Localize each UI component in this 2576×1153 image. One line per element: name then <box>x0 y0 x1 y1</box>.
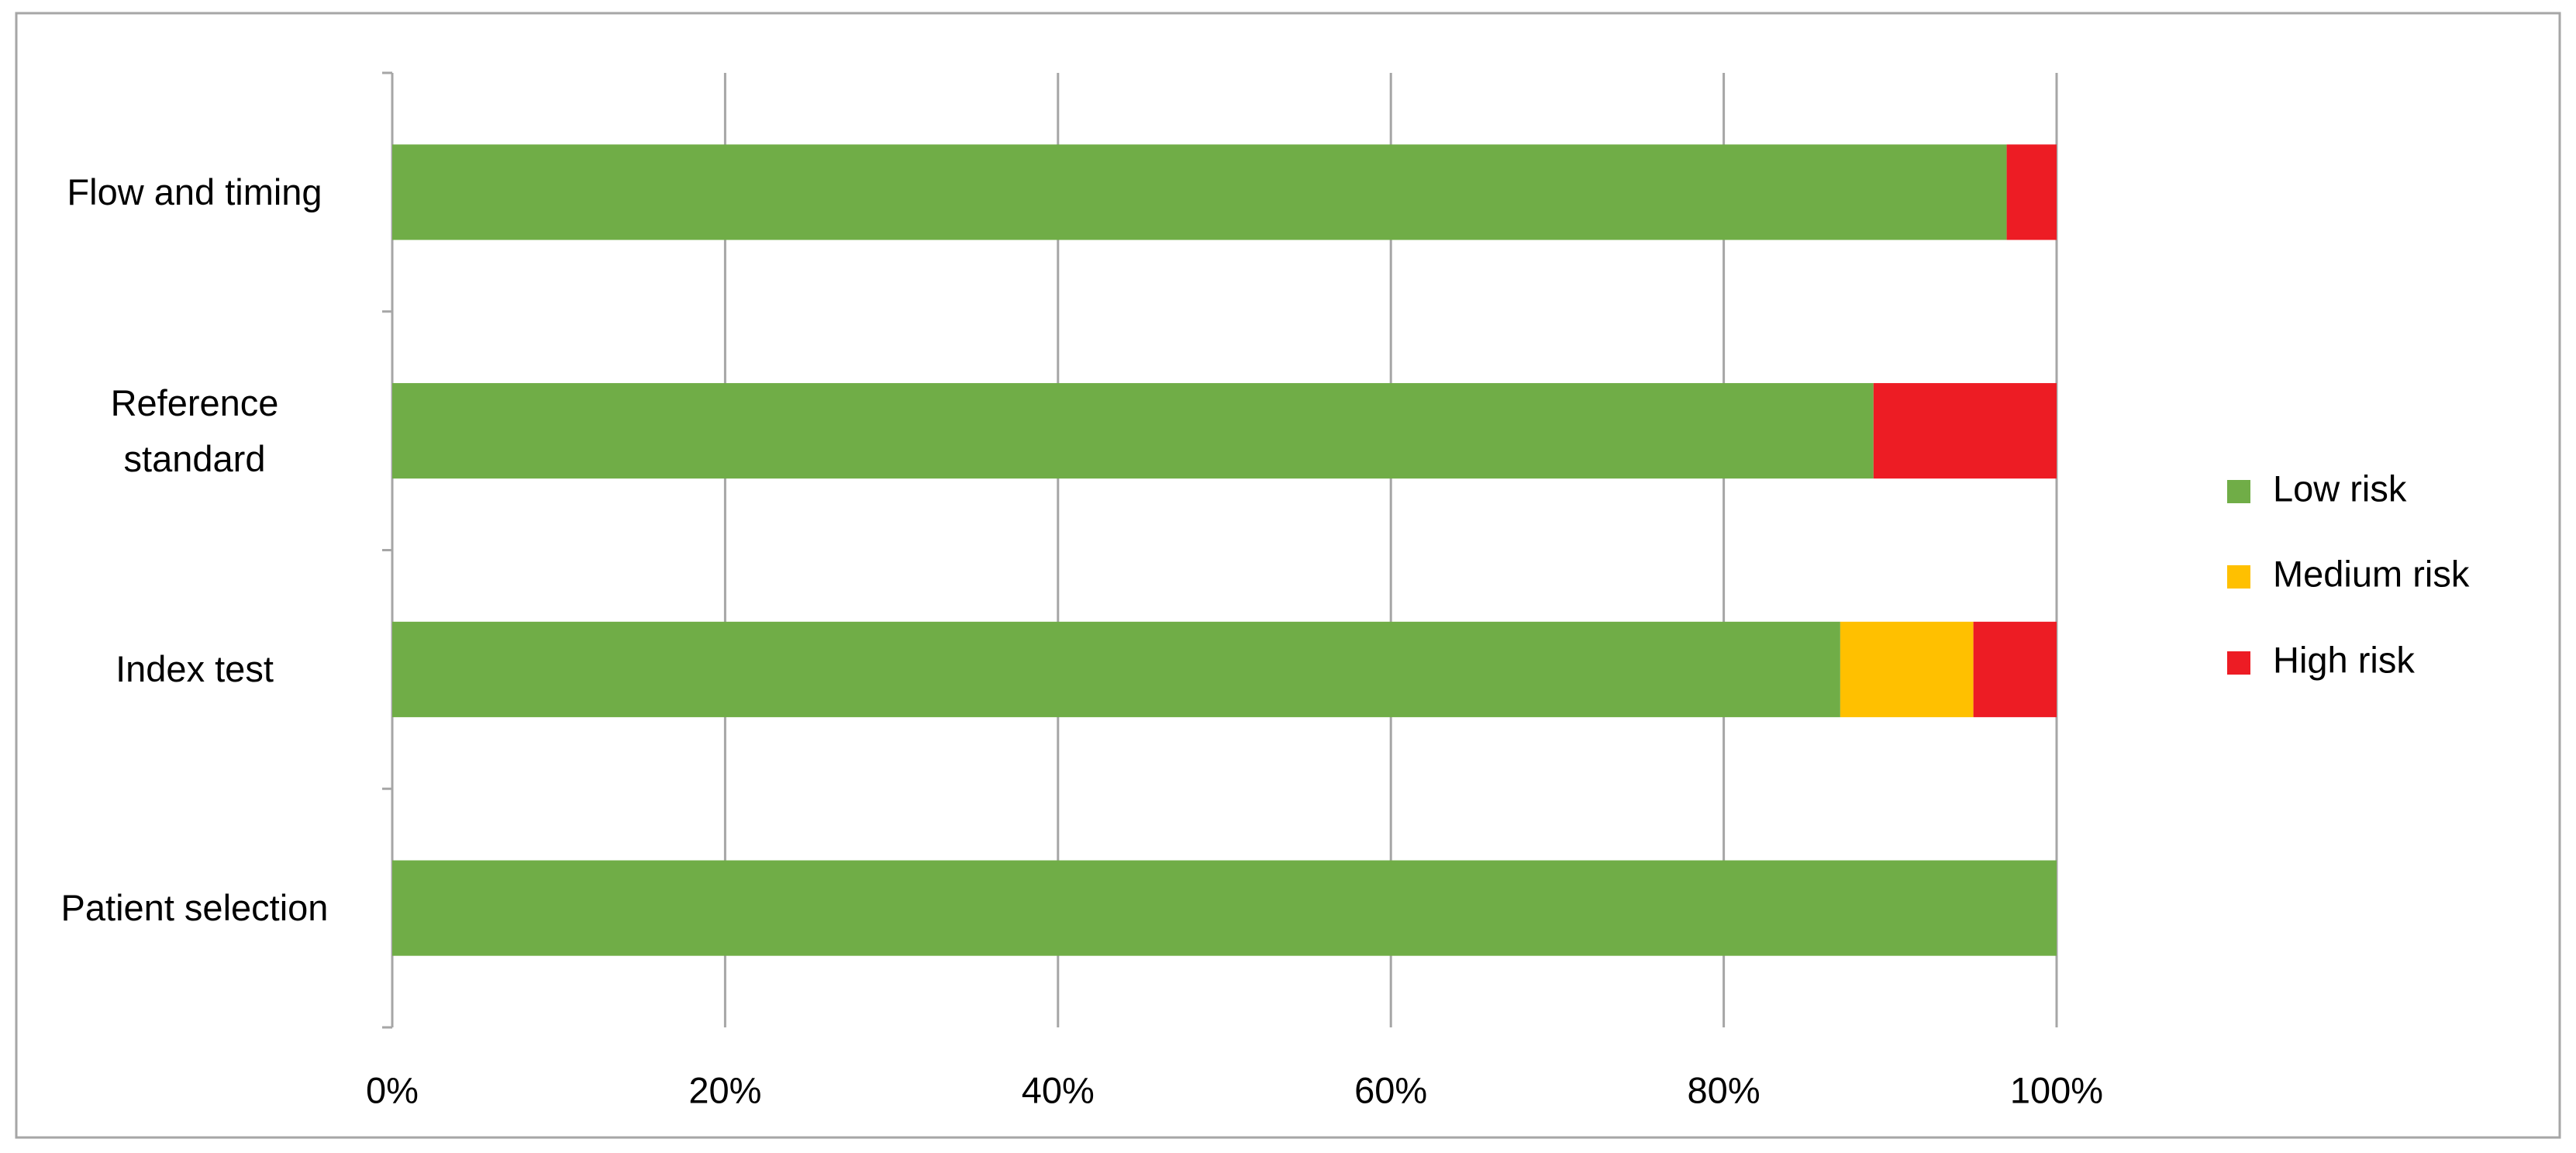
x-tick-label: 60% <box>1354 1069 1427 1110</box>
y-tick-label: Index test <box>116 648 274 690</box>
legend-swatch <box>2227 565 2250 589</box>
legend-label: High risk <box>2273 639 2415 680</box>
x-tick-label: 40% <box>1022 1069 1095 1110</box>
bar-segment <box>1973 621 2057 717</box>
x-tick-label: 0% <box>366 1069 419 1110</box>
y-tick-label: Flow and timing <box>67 171 322 212</box>
bar-segment <box>1840 621 1974 717</box>
legend-label: Low risk <box>2273 468 2407 509</box>
bar-segment <box>2006 144 2057 240</box>
legend-swatch <box>2227 651 2250 675</box>
bar-segment <box>1873 383 2057 479</box>
x-tick-label: 80% <box>1688 1069 1760 1110</box>
y-tick-label: Patient selection <box>60 887 329 929</box>
bar-segment <box>392 860 2057 956</box>
legend-label: Medium risk <box>2273 553 2470 594</box>
y-tick-label: Reference standard <box>110 381 279 479</box>
bar-segment <box>392 144 2007 240</box>
bar-segment <box>392 621 1840 717</box>
x-tick-label: 100% <box>2010 1069 2103 1110</box>
bar-segment <box>392 383 1874 479</box>
legend-swatch <box>2227 480 2250 503</box>
x-tick-label: 20% <box>688 1069 761 1110</box>
